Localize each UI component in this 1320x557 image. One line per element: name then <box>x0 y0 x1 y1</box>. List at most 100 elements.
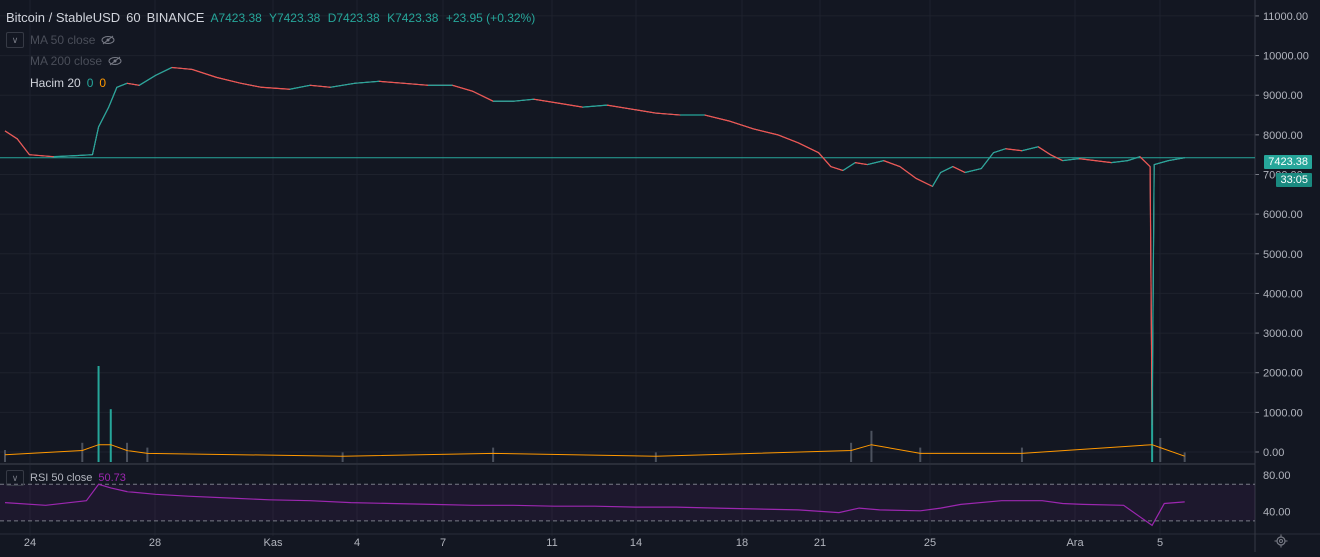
price-segment <box>883 160 901 168</box>
x-tick-label: 11 <box>546 537 557 549</box>
volume-bar <box>654 452 657 462</box>
price-segment <box>16 138 30 156</box>
price-segment <box>171 66 193 71</box>
price-segment <box>216 76 242 84</box>
price-segment <box>1149 166 1153 425</box>
change-value: +23.95 (+0.32%) <box>445 10 536 25</box>
low-value: D7423.38 <box>327 10 380 25</box>
price-segment <box>558 102 583 108</box>
price-segment <box>155 66 173 76</box>
collapse-legend-button[interactable]: ∨ <box>6 32 24 48</box>
x-tick-label: 4 <box>354 537 360 549</box>
volume-bar <box>341 452 344 462</box>
volume-bar <box>126 442 129 462</box>
x-tick-label: Kas <box>264 537 283 549</box>
ma200-label[interactable]: MA 200 close <box>30 54 103 68</box>
price-segment <box>191 68 217 78</box>
price-segment <box>1153 160 1169 166</box>
x-tick-label: 14 <box>630 537 642 549</box>
price-segment <box>452 84 473 92</box>
price-segment <box>940 166 954 174</box>
price-segment <box>655 112 681 116</box>
price-segment <box>513 98 534 102</box>
price-segment <box>1168 157 1185 162</box>
price-segment <box>403 82 429 86</box>
settings-gear-icon[interactable] <box>1274 534 1288 548</box>
price-segment <box>379 80 404 84</box>
price-segment <box>606 104 632 110</box>
volume-ma-line <box>4 444 1185 457</box>
price-segment <box>631 108 656 114</box>
rsi-band-fill <box>0 484 1255 521</box>
price-segment <box>964 167 982 174</box>
y-tick-label: 11000.00 <box>1263 11 1308 23</box>
rsi-value: 50.73 <box>98 472 126 484</box>
ma200-legend: MA 200 close <box>30 54 122 68</box>
y-tick-label: 1000.00 <box>1263 407 1303 419</box>
countdown-tag: 33:05 <box>1276 173 1312 187</box>
y-tick-label: 6000.00 <box>1263 209 1303 221</box>
price-segment <box>931 172 942 187</box>
ma50-label[interactable]: MA 50 close <box>30 33 96 47</box>
rsi-line <box>4 483 1185 527</box>
price-segment <box>1021 146 1039 152</box>
y-tick-label: 4000.00 <box>1263 288 1303 300</box>
x-tick-label: Ara <box>1066 537 1084 549</box>
volume-bar <box>109 409 112 462</box>
price-segment <box>108 87 118 108</box>
volume-bar <box>919 447 922 462</box>
volume-label[interactable]: Hacim 20 <box>30 76 81 90</box>
volume-pane <box>4 361 1186 462</box>
price-segment <box>330 82 355 88</box>
symbol-name[interactable]: Bitcoin / StableUSD <box>6 10 121 25</box>
price-segment <box>867 160 884 166</box>
x-tick-label: 7 <box>440 537 446 549</box>
price-segment <box>993 148 1006 154</box>
rsi-pane <box>0 483 1255 527</box>
price-segment <box>240 82 262 88</box>
price-segment <box>830 166 844 172</box>
y-tick-label: 3000.00 <box>1263 328 1303 340</box>
price-segment <box>582 104 608 108</box>
price-segment <box>533 98 559 104</box>
price-segment <box>980 152 994 169</box>
interval[interactable]: 60 <box>126 10 141 25</box>
price-segment <box>29 154 54 158</box>
price-segment <box>915 177 933 187</box>
x-tick-label: 24 <box>24 537 36 549</box>
price-segment <box>1050 154 1063 162</box>
price-segment <box>1078 158 1096 162</box>
volume-bar <box>81 442 84 462</box>
price-segment <box>116 82 128 88</box>
price-segment <box>952 166 966 174</box>
price-segment <box>797 142 819 154</box>
volume-value-1: 0 <box>86 76 94 90</box>
price-segment <box>1151 164 1155 425</box>
price-segment <box>818 152 832 167</box>
price-segment <box>261 86 290 90</box>
price-segment <box>472 90 494 102</box>
x-tick-label: 28 <box>149 537 161 549</box>
hidden-eye-icon[interactable] <box>101 35 115 45</box>
collapse-rsi-button[interactable]: ∨ <box>6 470 24 486</box>
x-tick-label: 5 <box>1157 537 1163 549</box>
price-segment <box>855 162 868 166</box>
volume-legend: Hacim 20 0 0 <box>30 76 106 90</box>
price-segment <box>704 114 730 122</box>
price-segment <box>842 162 856 172</box>
price-segment <box>91 126 100 155</box>
price-segment <box>310 84 331 88</box>
price-segment <box>1005 148 1023 152</box>
price-segment <box>777 134 799 144</box>
x-tick-label: 18 <box>736 537 748 549</box>
ohlc-values: A7423.38 Y7423.38 D7423.38 K7423.38 +23.… <box>210 11 539 25</box>
price-segment <box>1037 146 1051 156</box>
price-segment <box>899 166 917 179</box>
hidden-eye-icon[interactable] <box>108 56 122 66</box>
rsi-label[interactable]: RSI 50 close <box>30 472 93 484</box>
volume-bar <box>97 366 100 462</box>
price-segment <box>1127 156 1141 162</box>
exchange: BINANCE <box>146 10 205 25</box>
time-axis: 24 28 Kas 4 7 11 14 18 21 25 Ara 5 <box>24 537 1163 549</box>
